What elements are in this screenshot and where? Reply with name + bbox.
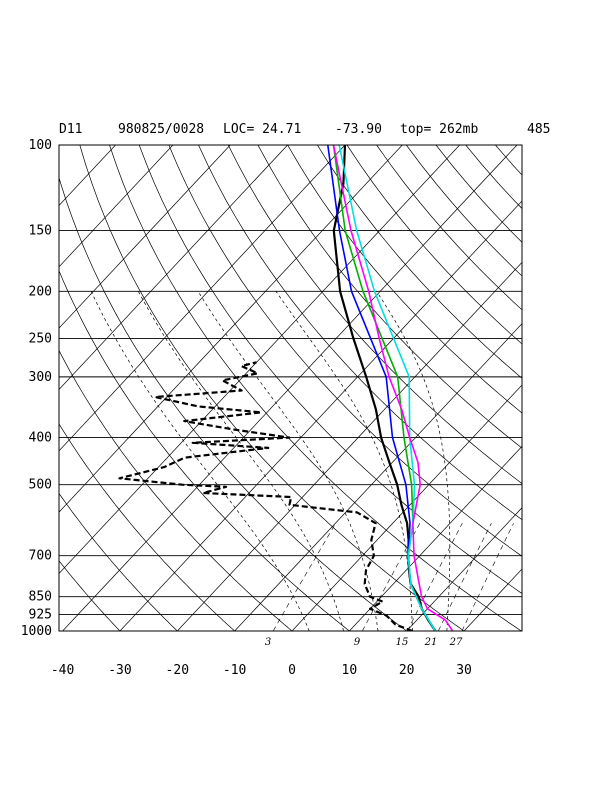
isotherm xyxy=(234,323,522,631)
temperature-tick-label: 10 xyxy=(342,663,358,678)
moist-adiabat xyxy=(90,291,310,631)
header-top: top= 262mb xyxy=(400,122,478,137)
series-line-6 xyxy=(332,145,454,631)
isotherm xyxy=(119,200,522,631)
plot-frame xyxy=(58,144,523,632)
mixing-ratio-label: 3 xyxy=(265,637,271,648)
pressure-tick-label: 300 xyxy=(29,370,52,385)
dry-adiabat xyxy=(79,145,465,631)
pressure-tick-label: 700 xyxy=(29,549,52,564)
mixing-ratio-label: 21 xyxy=(424,637,438,648)
isotherm xyxy=(291,384,522,631)
header-station: D11 xyxy=(59,122,82,137)
header-datetime: 980825/0028 xyxy=(118,122,204,137)
isotherm xyxy=(59,145,231,329)
mixing-ratio-label: 27 xyxy=(449,637,463,648)
pressure-gridlines xyxy=(59,144,522,632)
isotherm xyxy=(0,145,1,631)
isotherm xyxy=(59,145,174,268)
dry-adiabat xyxy=(435,145,522,243)
moist-adiabat xyxy=(137,291,344,631)
pressure-tick-label: 150 xyxy=(29,224,52,239)
series-line-5 xyxy=(338,145,437,631)
moist-adiabat xyxy=(197,291,379,631)
dry-adiabat xyxy=(257,145,522,449)
mixing-ratio-label: 15 xyxy=(396,637,409,648)
header-num: 485 xyxy=(527,122,550,137)
isotherm xyxy=(59,145,288,391)
pressure-tick-label: 250 xyxy=(29,331,52,346)
pressure-tick-label: 200 xyxy=(29,284,52,299)
pressure-tick-label: 400 xyxy=(29,431,52,446)
background-lines xyxy=(0,145,612,631)
dry-adiabat xyxy=(555,145,612,631)
dry-adiabat xyxy=(198,145,522,521)
dry-adiabat xyxy=(317,145,522,379)
dry-adiabat xyxy=(59,269,350,631)
dry-adiabat xyxy=(495,145,522,176)
isotherm xyxy=(579,145,612,631)
temperature-tick-label: 20 xyxy=(399,663,415,678)
dry-adiabat xyxy=(465,145,522,210)
pressure-tick-label: 850 xyxy=(29,590,52,605)
isotherm xyxy=(59,145,460,575)
series-line-1 xyxy=(332,145,437,631)
isotherm xyxy=(177,261,522,631)
mixing-ratio-label: 9 xyxy=(354,637,361,648)
mixing-ratio-line xyxy=(272,523,337,631)
isotherm xyxy=(59,145,403,513)
temperature-labels: -40 -30 -20 -10 0 10 20 30 xyxy=(51,663,472,678)
pressure-tick-label: 1000 xyxy=(21,624,52,639)
pressure-tick-label: 500 xyxy=(29,478,52,493)
isotherm xyxy=(349,445,522,631)
mixing-ratio-line xyxy=(461,523,514,631)
temperature-tick-label: 0 xyxy=(288,663,296,678)
dry-adiabat xyxy=(376,145,522,311)
temperature-tick-label: -20 xyxy=(166,663,189,678)
moist-adiabat xyxy=(275,291,413,631)
header-loc: LOC= 24.71 xyxy=(223,122,301,137)
dry-adiabat xyxy=(584,145,612,631)
pressure-tick-label: 925 xyxy=(29,608,52,623)
mixing-ratio-labels: 3 9 15 21 27 xyxy=(265,637,463,648)
isotherm xyxy=(62,145,518,631)
isotherm xyxy=(59,145,116,207)
isotherm xyxy=(463,568,522,631)
temperature-tick-label: -10 xyxy=(223,663,246,678)
sounding-series xyxy=(118,145,454,631)
moist-adiabat xyxy=(376,291,451,631)
dry-adiabat xyxy=(59,492,178,631)
dry-adiabat xyxy=(406,145,522,277)
dry-adiabat xyxy=(138,145,522,594)
header-lon: -73.90 xyxy=(335,122,382,137)
isotherm xyxy=(521,629,522,631)
dry-adiabat xyxy=(525,145,612,631)
dry-adiabat xyxy=(59,176,407,631)
temperature-tick-label: -40 xyxy=(51,663,74,678)
series-line-2 xyxy=(118,361,413,631)
isotherm xyxy=(59,145,346,452)
temperature-tick-label: 30 xyxy=(456,663,472,678)
temperature-tick-label: -30 xyxy=(108,663,131,678)
isotherm xyxy=(406,507,522,631)
pressure-tick-label: 100 xyxy=(29,138,52,153)
